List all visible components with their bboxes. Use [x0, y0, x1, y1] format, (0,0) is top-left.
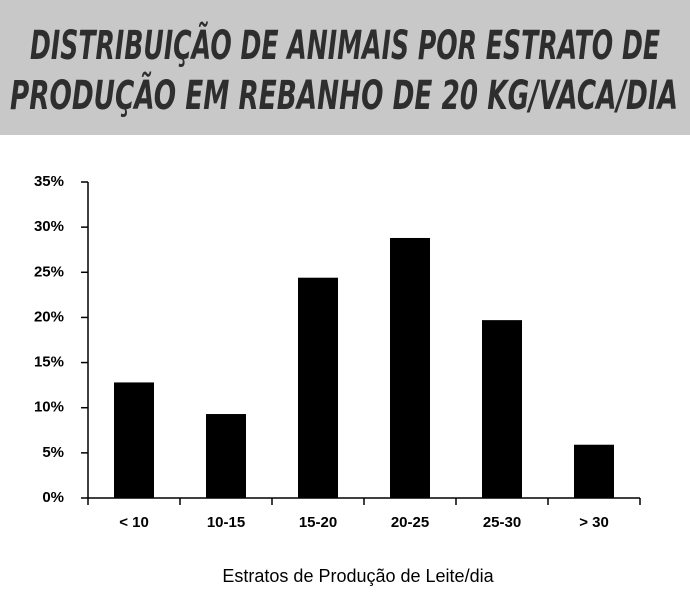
bar	[298, 277, 338, 498]
x-tick-label: < 10	[119, 514, 149, 531]
bar	[390, 237, 430, 498]
x-tick-label: > 30	[579, 514, 609, 531]
x-tick-label: 15-20	[299, 514, 337, 531]
y-tick-label: 10%	[34, 399, 64, 416]
bar	[206, 414, 246, 498]
chart-title: PRODUÇÃO EM REBANHO DE 20 KG/VACA/DIA	[10, 71, 678, 119]
chart-title: DISTRIBUIÇÃO DE ANIMAIS POR ESTRATO DE	[30, 21, 660, 69]
bar	[574, 444, 614, 498]
y-tick-label: 0%	[42, 489, 64, 506]
title-banner	[0, 0, 690, 135]
bar	[482, 320, 522, 498]
y-tick-label: 35%	[34, 173, 64, 190]
x-axis-label: Estratos de Produção de Leite/dia	[222, 566, 494, 586]
bar	[114, 382, 154, 498]
y-tick-label: 15%	[34, 354, 64, 371]
y-tick-label: 20%	[34, 308, 64, 325]
x-tick-label: 10-15	[207, 514, 245, 531]
x-tick-label: 20-25	[391, 514, 429, 531]
y-tick-label: 30%	[34, 218, 64, 235]
y-tick-label: 25%	[34, 263, 64, 280]
x-tick-label: 25-30	[483, 514, 521, 531]
y-tick-label: 5%	[42, 444, 64, 461]
